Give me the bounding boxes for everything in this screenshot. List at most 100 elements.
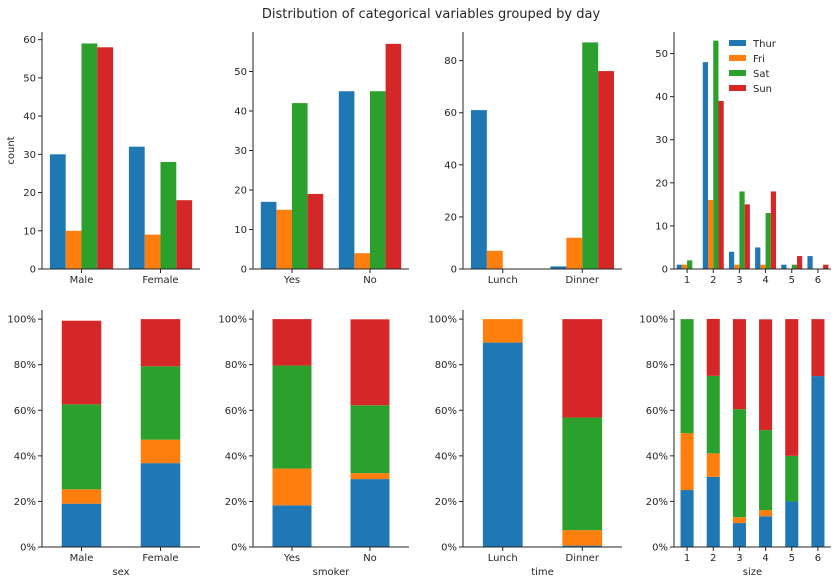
x-tick-label: Yes: [283, 275, 300, 286]
bar-thur-3: [732, 523, 746, 547]
bar-fri-3: [732, 517, 746, 524]
y-tick-label: 60%: [225, 406, 247, 417]
bar-sat-1: [680, 319, 694, 434]
y-tick-label: 80%: [646, 360, 668, 371]
x-tick-label: 5: [789, 275, 795, 286]
bar-sun-yes: [307, 193, 324, 269]
bar-fri-2: [708, 200, 714, 269]
bar-sat-dinner: [562, 417, 603, 531]
bar-thur-female: [128, 146, 145, 269]
bar-fri-3: [734, 264, 740, 269]
x-tick-label: 6: [815, 275, 821, 286]
bar-sun-2: [706, 318, 720, 376]
y-tick-label: 0%: [652, 543, 668, 554]
bar-sat-no: [350, 405, 390, 474]
legend-swatch-thur: [729, 40, 746, 46]
bar-fri-dinner: [562, 530, 603, 546]
x-tick-label: 1: [684, 553, 690, 564]
bar-sun-5: [785, 319, 799, 456]
legend-label-fri: Fri: [753, 54, 765, 65]
y-tick-label: 20%: [646, 497, 668, 508]
legend-swatch-sun: [729, 85, 746, 91]
y-tick-label: 0: [30, 265, 36, 276]
bar-thur-6: [807, 256, 813, 269]
y-tick-label: 40: [655, 92, 668, 103]
legend-label-thur: Thur: [752, 39, 777, 50]
bar-thur-6: [811, 376, 825, 547]
bar-sat-3: [739, 191, 745, 269]
bar-fri-yes: [276, 209, 292, 269]
y-tick-label: 40%: [14, 451, 36, 462]
bar-sun-3: [744, 204, 750, 269]
figure-title: Distribution of categorical variables gr…: [262, 7, 601, 22]
chart-panel-5: 0% 20% 40% 60% 80% 100% Male Female sex: [7, 310, 200, 578]
bar-fri-lunch: [482, 319, 523, 343]
x-tick-label: Dinner: [566, 553, 600, 564]
x-tick-label: 2: [710, 553, 716, 564]
y-tick-label: 40%: [435, 451, 457, 462]
x-tick-label: Female: [142, 553, 178, 564]
x-tick-label: 6: [815, 553, 821, 564]
x-tick-label: 5: [789, 553, 795, 564]
chart-panel-2: 0 10 20 30 40 50 Yes No: [234, 32, 409, 286]
bar-sun-4: [770, 191, 777, 269]
chart-panel-1: 0 10 20 30 40 50 60 Male Female count: [6, 32, 200, 286]
y-tick-label: 40: [234, 107, 247, 118]
chart-panel-7: 0% 20% 40% 60% 80% 100% Lunch Dinner time: [428, 310, 622, 578]
bar-thur-4: [759, 516, 773, 547]
x-tick-label: 3: [736, 275, 742, 286]
chart-panel-6: 0% 20% 40% 60% 80% 100% Yes No smoker: [218, 310, 409, 578]
legend-swatch-fri: [729, 55, 746, 61]
bar-fri-2: [706, 453, 720, 477]
bar-sat-4: [765, 212, 771, 269]
y-tick-label: 30: [655, 135, 668, 146]
y-tick-label: 0%: [231, 543, 247, 554]
y-tick-label: 0%: [441, 543, 457, 554]
bar-sun-no: [385, 43, 402, 269]
bar-fri-4: [759, 510, 773, 517]
bar-sun-2: [718, 100, 724, 269]
chart-panel-3: 0 20 40 60 80 Lunch Dinner: [444, 32, 622, 286]
x-axis-label: size: [743, 567, 762, 578]
bar-sat-5: [791, 264, 797, 269]
bar-sun-4: [759, 319, 773, 431]
bar-thur-lunch: [482, 342, 523, 547]
bar-sat-dinner: [582, 42, 599, 269]
y-tick-label: 20: [234, 186, 247, 197]
x-tick-label: 4: [762, 553, 768, 564]
bar-fri-male: [61, 489, 102, 504]
bar-thur-no: [338, 91, 355, 269]
bar-fri-female: [144, 234, 161, 269]
bar-fri-1: [680, 433, 694, 491]
bar-sat-female: [140, 366, 181, 440]
bar-sun-dinner: [598, 71, 615, 269]
bar-sun-5: [796, 256, 803, 269]
chart-panel-8: 0% 20% 40% 60% 80% 100% 1 2 3 4 5 6 size: [639, 310, 831, 578]
bar-sat-yes: [272, 365, 312, 469]
y-tick-label: 40: [23, 112, 36, 123]
x-tick-label: Lunch: [488, 553, 518, 564]
x-tick-label: Yes: [283, 553, 300, 564]
bar-thur-5: [781, 264, 787, 269]
x-tick-label: 4: [762, 275, 768, 286]
bar-sun-3: [732, 319, 746, 410]
bar-thur-dinner: [550, 266, 567, 269]
y-tick-label: 80%: [435, 360, 457, 371]
bar-fri-male: [65, 230, 82, 269]
y-tick-label: 40: [444, 160, 457, 171]
x-axis-label: time: [531, 567, 554, 578]
bar-sat-no: [370, 91, 386, 269]
bar-sat-1: [687, 260, 693, 269]
bar-sun-male: [97, 47, 114, 269]
bar-sun-6: [823, 264, 829, 269]
y-tick-label: 20%: [225, 497, 247, 508]
bar-sat-yes: [292, 103, 308, 269]
y-tick-label: 100%: [639, 315, 668, 326]
bar-sat-3: [732, 409, 746, 518]
bar-fri-yes: [272, 468, 312, 506]
x-tick-label: Male: [70, 275, 94, 286]
bar-fri-no: [350, 473, 390, 480]
bar-sun-yes: [272, 319, 312, 366]
bar-sat-4: [759, 430, 773, 511]
y-tick-label: 10: [655, 221, 668, 232]
